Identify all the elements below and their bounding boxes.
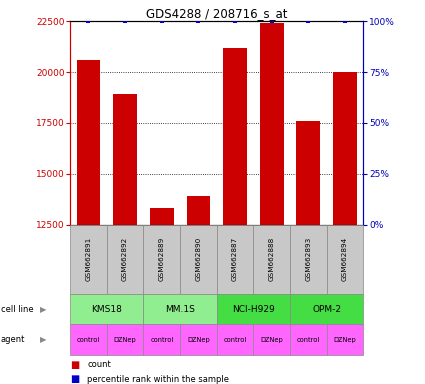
Text: cell line: cell line — [1, 305, 34, 314]
Bar — [113, 94, 137, 384]
Text: DZNep: DZNep — [334, 337, 357, 343]
Text: control: control — [297, 337, 320, 343]
Text: GSM662889: GSM662889 — [159, 237, 165, 281]
Text: GSM662894: GSM662894 — [342, 237, 348, 281]
Text: KMS18: KMS18 — [91, 305, 122, 314]
Bar — [333, 72, 357, 384]
Bar — [76, 60, 100, 384]
Text: OPM-2: OPM-2 — [312, 305, 341, 314]
Bar — [223, 48, 247, 384]
Text: control: control — [150, 337, 173, 343]
Text: DZNep: DZNep — [261, 337, 283, 343]
Text: GSM662891: GSM662891 — [85, 237, 91, 281]
Point — [195, 18, 202, 24]
Text: ▶: ▶ — [40, 335, 47, 344]
Text: ■: ■ — [70, 360, 79, 370]
Bar — [297, 121, 320, 384]
Point — [122, 18, 128, 24]
Text: control: control — [224, 337, 246, 343]
Text: DZNep: DZNep — [114, 337, 136, 343]
Text: MM.1S: MM.1S — [165, 305, 195, 314]
Point — [159, 18, 165, 24]
Title: GDS4288 / 208716_s_at: GDS4288 / 208716_s_at — [146, 7, 287, 20]
Point — [342, 18, 348, 24]
Text: GSM662890: GSM662890 — [196, 237, 201, 281]
Text: ■: ■ — [70, 374, 79, 384]
Text: ▶: ▶ — [40, 305, 47, 314]
Point — [305, 18, 312, 24]
Text: GSM662893: GSM662893 — [306, 237, 312, 281]
Text: GSM662892: GSM662892 — [122, 237, 128, 281]
Bar — [187, 196, 210, 384]
Text: GSM662888: GSM662888 — [269, 237, 275, 281]
Bar — [150, 209, 174, 384]
Text: control: control — [77, 337, 100, 343]
Text: percentile rank within the sample: percentile rank within the sample — [87, 375, 229, 384]
Bar — [260, 23, 283, 384]
Point — [85, 18, 92, 24]
Text: agent: agent — [1, 335, 25, 344]
Text: GSM662887: GSM662887 — [232, 237, 238, 281]
Point — [232, 18, 238, 24]
Text: DZNep: DZNep — [187, 337, 210, 343]
Text: NCI-H929: NCI-H929 — [232, 305, 275, 314]
Point — [268, 18, 275, 24]
Text: count: count — [87, 360, 111, 369]
